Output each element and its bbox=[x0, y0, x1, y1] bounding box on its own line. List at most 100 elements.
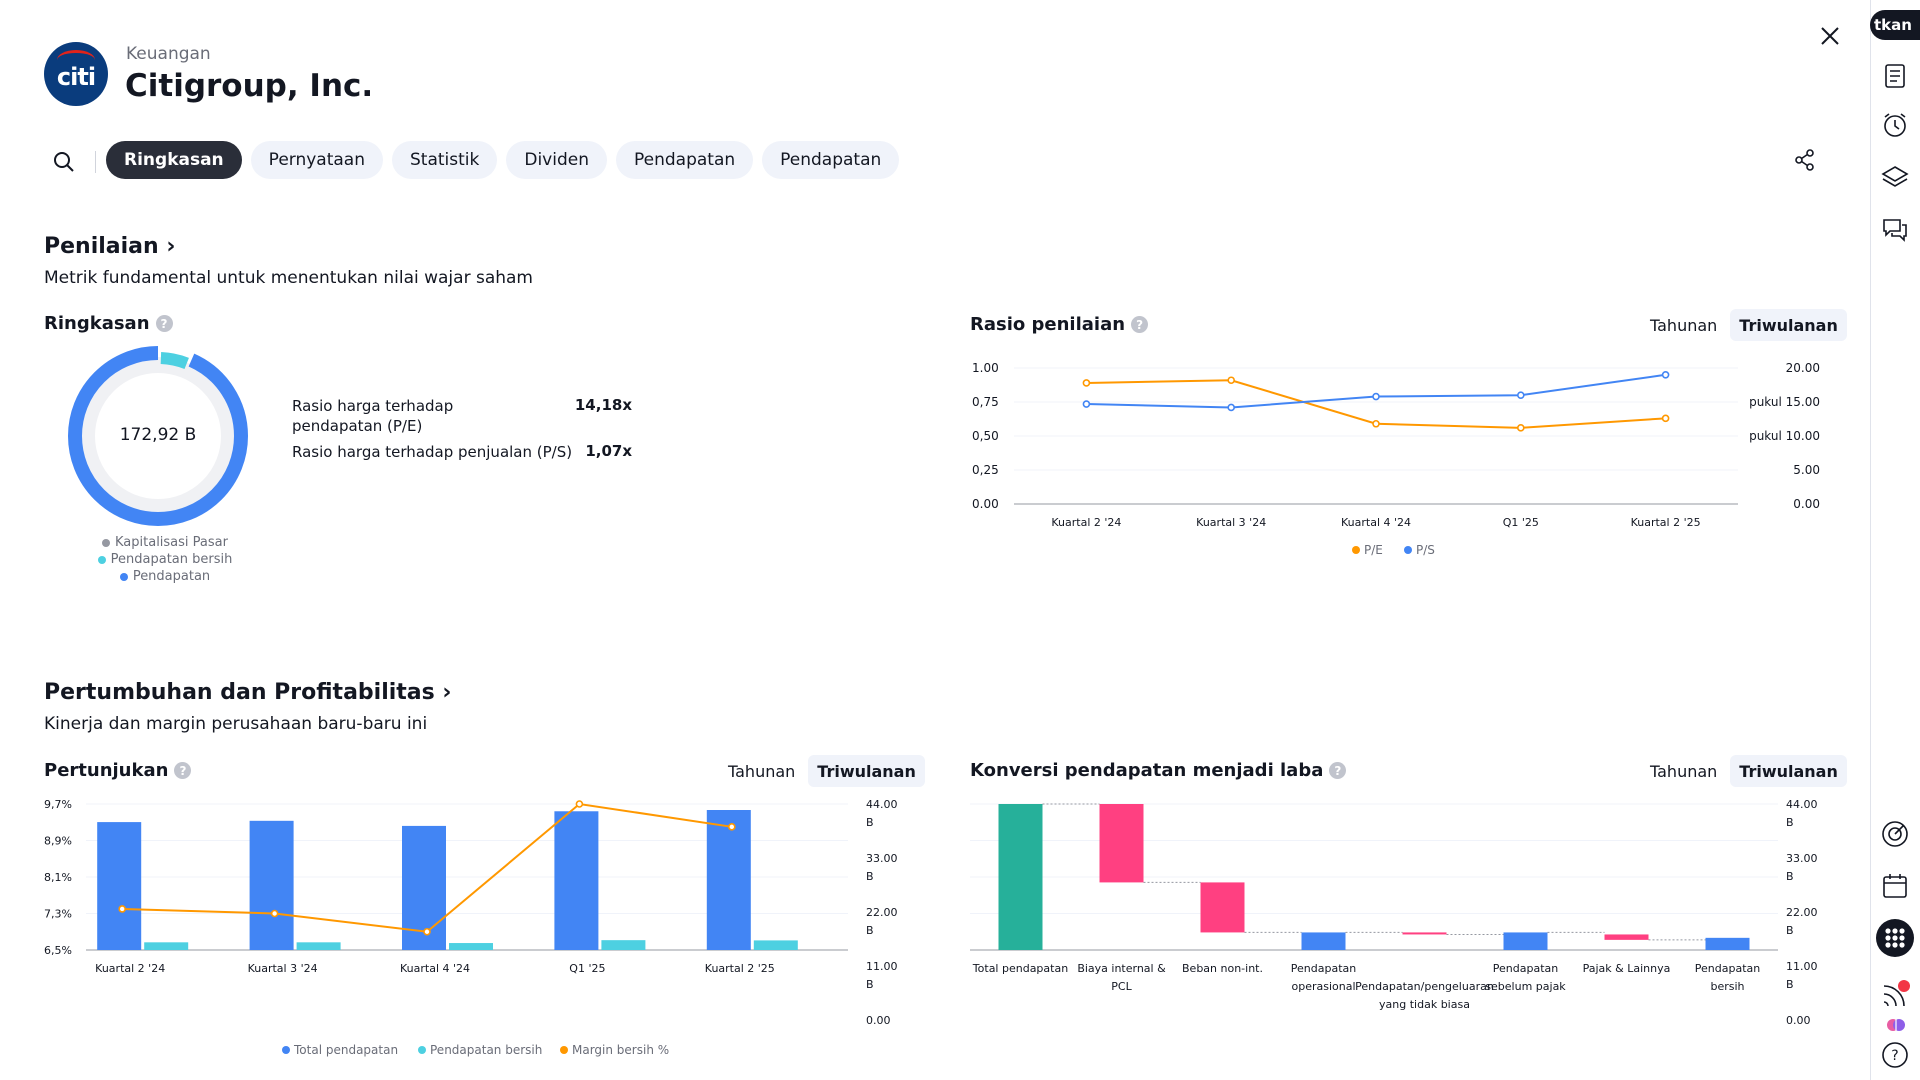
layers-icon[interactable] bbox=[1880, 162, 1910, 192]
y-tick-unit: B bbox=[1786, 816, 1794, 829]
summary-metrics: Rasio harga terhadap pendapatan (P/E) 14… bbox=[292, 396, 632, 462]
x-tick-label: Kuartal 2 '25 bbox=[1631, 516, 1701, 529]
y-tick-label-right: 0.00 bbox=[1786, 1014, 1811, 1027]
search-button[interactable] bbox=[44, 142, 84, 182]
growth-subtitle: Kinerja dan margin perusahaan baru-baru … bbox=[44, 714, 428, 734]
x-tick-label: Kuartal 2 '25 bbox=[705, 962, 775, 975]
period-quarterly-button[interactable]: Triwulanan bbox=[808, 755, 925, 787]
tab-ringkasan[interactable]: Ringkasan bbox=[106, 141, 242, 179]
bar-decrease bbox=[1604, 934, 1649, 940]
donut-inner-ring bbox=[79, 357, 237, 515]
help-circle-icon[interactable]: ? bbox=[174, 762, 192, 779]
bar-decrease bbox=[1099, 804, 1144, 883]
metric-value: 14,18x bbox=[574, 396, 632, 414]
bar-decrease bbox=[1200, 882, 1245, 933]
tab-bar: Ringkasan Pernyataan Statistik Dividen P… bbox=[106, 141, 900, 179]
y-tick-label-left: 1.00 bbox=[972, 361, 999, 375]
target-icon[interactable] bbox=[1880, 819, 1910, 849]
bar-net-income bbox=[296, 942, 341, 950]
tab-statistik[interactable]: Statistik bbox=[392, 141, 498, 179]
help-circle-icon[interactable]: ? bbox=[1329, 762, 1347, 779]
conversion-period-toggle: Tahunan Triwulanan bbox=[1641, 755, 1847, 787]
y-tick-label-right: 0.00 bbox=[1793, 497, 1820, 511]
valuation-section-title[interactable]: Penilaian › bbox=[44, 234, 175, 259]
tab-dividen[interactable]: Dividen bbox=[506, 141, 607, 179]
valuation-subtitle: Metrik fundamental untuk menentukan nila… bbox=[44, 268, 533, 288]
donut-segment-revenue bbox=[68, 346, 248, 526]
period-annual-button[interactable]: Tahunan bbox=[728, 761, 796, 781]
tab-separator bbox=[95, 151, 96, 173]
legend-label: P/E bbox=[1364, 543, 1383, 557]
x-tick-label: bersih bbox=[1710, 980, 1744, 993]
bar-total-revenue bbox=[554, 811, 599, 950]
legend-label: Pendapatan bersih bbox=[110, 552, 233, 567]
bar-total bbox=[998, 804, 1043, 950]
data-point bbox=[1516, 391, 1525, 400]
x-tick-label: Pendapatan bbox=[1695, 962, 1760, 975]
y-tick-unit: B bbox=[1786, 924, 1794, 937]
x-tick-label: Kuartal 4 '24 bbox=[400, 962, 470, 975]
share-icon[interactable] bbox=[1793, 148, 1817, 172]
performance-period-toggle: Tahunan Triwulanan bbox=[719, 755, 925, 787]
donut-center-value: 172,92 B bbox=[119, 425, 197, 445]
x-tick-label: Total pendapatan bbox=[972, 962, 1068, 975]
y-tick-label-right: 0.00 bbox=[866, 1014, 891, 1027]
period-annual-button[interactable]: Tahunan bbox=[1650, 761, 1718, 781]
growth-section-title[interactable]: Pertumbuhan dan Profitabilitas › bbox=[44, 680, 452, 705]
logo-text: citi bbox=[56, 63, 96, 91]
y-tick-unit: B bbox=[866, 816, 874, 829]
tab-pendapatan[interactable]: Pendapatan bbox=[615, 141, 754, 179]
performance-title: Pertunjukan bbox=[44, 760, 169, 781]
svg-text:?: ? bbox=[1891, 1048, 1898, 1064]
help-circle-icon[interactable]: ? bbox=[1131, 316, 1149, 333]
calendar-icon[interactable] bbox=[1880, 871, 1910, 901]
data-point bbox=[1661, 370, 1670, 379]
valuation-ratios-chart: 1.00 20.00 0,75 pukul 15.00 0,50 pukul 10.00 0… bbox=[972, 361, 1820, 557]
legend-dot bbox=[97, 555, 106, 564]
x-tick-label: Pendapatan/pengeluaran bbox=[1355, 980, 1494, 993]
y-tick-label-left: 8,9% bbox=[44, 835, 72, 848]
legend-label: P/S bbox=[1416, 543, 1435, 557]
chat-icon[interactable] bbox=[1880, 215, 1910, 245]
period-quarterly-button[interactable]: Triwulanan bbox=[1730, 309, 1847, 341]
x-tick-label: Beban non-int. bbox=[1182, 962, 1263, 975]
x-tick-label: Kuartal 2 '24 bbox=[95, 962, 165, 975]
y-tick-label-right: pukul 15.00 bbox=[1749, 395, 1820, 409]
logo-arc bbox=[57, 50, 95, 70]
tab-pendapatan-2[interactable]: Pendapatan bbox=[762, 141, 900, 179]
y-tick-label-right: 22.00 bbox=[1786, 906, 1818, 919]
brain-icon[interactable] bbox=[1886, 1015, 1906, 1035]
y-tick-label-left: 0.00 bbox=[972, 497, 999, 511]
growth-title-text: Pertumbuhan dan Profitabilitas bbox=[44, 680, 435, 705]
data-point bbox=[118, 905, 126, 913]
apps-grid-icon[interactable] bbox=[1875, 918, 1915, 958]
valuation-title-text: Penilaian bbox=[44, 234, 159, 259]
signal-notification-icon[interactable] bbox=[1880, 978, 1910, 1008]
bar-subtotal bbox=[1503, 932, 1548, 950]
alarm-icon[interactable] bbox=[1880, 110, 1910, 140]
tab-pernyataan[interactable]: Pernyataan bbox=[250, 141, 383, 179]
y-tick-label-left: 0,50 bbox=[972, 429, 999, 443]
y-tick-unit: B bbox=[1786, 870, 1794, 883]
legend-label: Margin bersih % bbox=[572, 1043, 669, 1057]
x-tick-label: operasional bbox=[1291, 980, 1355, 993]
period-quarterly-button[interactable]: Triwulanan bbox=[1730, 755, 1847, 787]
x-tick-label: yang tidak biasa bbox=[1379, 998, 1470, 1011]
help-icon[interactable]: ? bbox=[1880, 1040, 1910, 1070]
y-tick-label-left: 8,1% bbox=[44, 871, 72, 884]
legend-dot bbox=[119, 572, 128, 581]
summary-title: Ringkasan bbox=[44, 313, 150, 334]
help-circle-icon[interactable]: ? bbox=[155, 315, 173, 332]
x-tick-label: PCL bbox=[1111, 980, 1132, 993]
period-annual-button[interactable]: Tahunan bbox=[1650, 315, 1718, 335]
watchlist-icon[interactable] bbox=[1880, 61, 1910, 91]
x-tick-label: Pendapatan bbox=[1493, 962, 1558, 975]
y-tick-label-right: 22.00 bbox=[866, 906, 898, 919]
y-tick-label-right: 33.00 bbox=[1786, 852, 1818, 865]
legend-label: Pendapatan bersih bbox=[430, 1043, 542, 1057]
close-icon[interactable] bbox=[1816, 22, 1844, 50]
data-point bbox=[1516, 424, 1525, 432]
toolbar-top-button[interactable]: tkan bbox=[1870, 10, 1920, 40]
category-label: Keuangan bbox=[126, 44, 211, 64]
conversion-heading: Konversi pendapatan menjadi laba ? bbox=[970, 760, 1347, 781]
